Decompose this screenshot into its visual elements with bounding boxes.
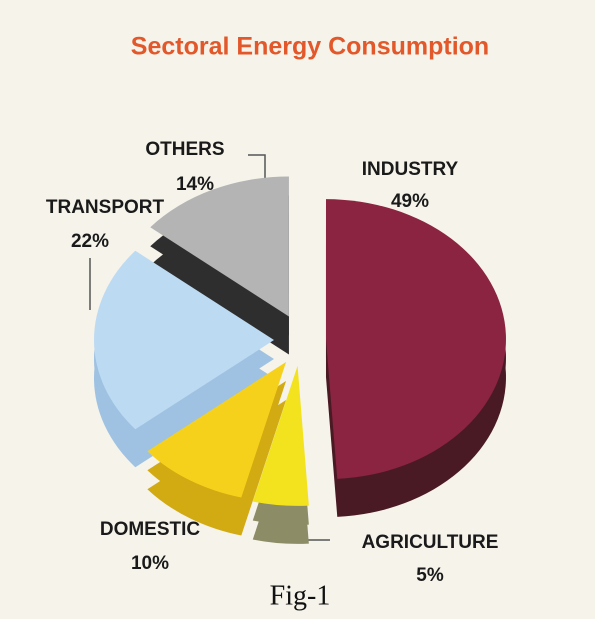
chart-title: Sectoral Energy Consumption (131, 33, 489, 61)
value-label: 22% (71, 231, 109, 252)
slice (147, 361, 287, 498)
slice (252, 365, 309, 506)
slice-label: INDUSTRY (362, 159, 459, 180)
slice-label: TRANSPORT (46, 197, 165, 218)
slice (150, 176, 289, 317)
slice-label: DOMESTIC (100, 519, 201, 540)
slice (325, 199, 506, 479)
caption: Fig-1 (270, 580, 331, 611)
value-label: 5% (416, 565, 444, 586)
value-label: 14% (176, 174, 214, 195)
value-label: 49% (391, 191, 429, 212)
slice-label: AGRICULTURE (362, 532, 499, 553)
slice-label: OTHERS (145, 139, 224, 160)
slice (94, 250, 274, 430)
value-label: 10% (131, 553, 169, 574)
